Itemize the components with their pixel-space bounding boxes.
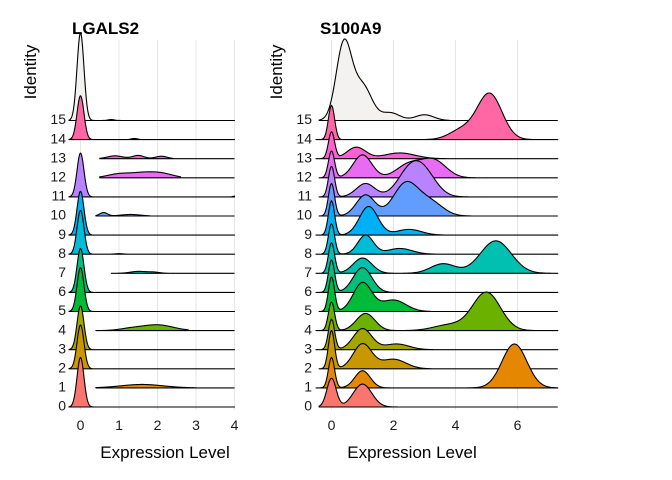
- ridge-8: [315, 223, 559, 255]
- y-tick-label: 10: [50, 207, 66, 223]
- y-tick-label: 0: [304, 398, 312, 414]
- ridge-8: [68, 209, 236, 255]
- y-tick-label: 15: [50, 111, 66, 127]
- ridge-3: [315, 318, 559, 351]
- ridge-4: [315, 291, 559, 332]
- ridge-10: [95, 211, 151, 217]
- ridge-1: [95, 383, 197, 389]
- y-tick-label: 14: [296, 130, 312, 146]
- y-tick-label: 6: [304, 283, 312, 299]
- y-tick-label: 7: [304, 264, 312, 280]
- y-tick-label: 4: [58, 321, 66, 337]
- x-axis-label: Expression Level: [347, 443, 476, 462]
- y-tick-label: 2: [304, 360, 312, 376]
- x-tick-label: 0: [77, 417, 85, 433]
- y-tick-label: 11: [297, 188, 312, 204]
- y-tick-label: 13: [50, 149, 66, 165]
- chart-title: LGALS2: [72, 19, 139, 38]
- ridge-13: [99, 154, 174, 160]
- y-tick-label: 9: [58, 226, 66, 242]
- ridge-5: [68, 267, 236, 313]
- ridge-7: [110, 270, 174, 274]
- ridge-15: [68, 32, 236, 122]
- chart-title: S100A9: [320, 19, 381, 38]
- y-tick-label: 2: [58, 360, 66, 376]
- x-tick-label: 4: [231, 417, 239, 433]
- x-tick-label: 2: [390, 417, 398, 433]
- x-tick-label: 6: [514, 417, 522, 433]
- y-tick-label: 9: [304, 226, 312, 242]
- y-tick-label: 5: [58, 302, 66, 318]
- y-tick-label: 7: [58, 264, 66, 280]
- y-tick-label: 0: [58, 398, 66, 414]
- ridge-14: [68, 95, 236, 141]
- y-tick-label: 3: [304, 340, 312, 356]
- y-tick-label: 12: [50, 169, 66, 185]
- ridge-7: [315, 240, 559, 274]
- y-tick-label: 12: [296, 169, 312, 185]
- y-tick-label: 15: [296, 111, 312, 127]
- ridge-1: [315, 343, 559, 389]
- ridge-3: [68, 305, 236, 351]
- y-tick-label: 8: [58, 245, 66, 261]
- ridge-0: [318, 377, 426, 408]
- y-tick-label: 14: [50, 130, 66, 146]
- ridge-12: [318, 150, 488, 179]
- ridge-15: [318, 38, 450, 122]
- y-tick-label: 4: [304, 321, 312, 337]
- ridge-0: [68, 356, 236, 408]
- y-tick-label: 5: [304, 302, 312, 318]
- x-tick-label: 0: [328, 417, 336, 433]
- ridge-6: [315, 259, 559, 293]
- x-tick-label: 3: [192, 417, 200, 433]
- ridge-9: [68, 190, 236, 236]
- y-axis-label: Identity: [21, 44, 40, 99]
- ridge-11: [318, 160, 488, 198]
- y-tick-label: 1: [58, 379, 66, 395]
- x-axis-label: Expression Level: [100, 443, 229, 462]
- ridge-2: [68, 324, 236, 370]
- ridge-5: [318, 276, 432, 313]
- ridge-9: [315, 200, 559, 236]
- ridge-12: [99, 171, 182, 179]
- ridge-10: [318, 180, 472, 217]
- y-tick-label: 1: [304, 379, 312, 395]
- y-axis-label: Identity: [267, 44, 286, 99]
- x-tick-label: 4: [452, 417, 460, 433]
- ridge-14: [315, 92, 559, 141]
- ridge-4: [95, 324, 189, 332]
- x-tick-label: 2: [154, 417, 162, 433]
- y-tick-label: 8: [304, 245, 312, 261]
- y-tick-label: 11: [51, 188, 66, 204]
- x-tick-label: 1: [115, 417, 123, 433]
- y-tick-label: 10: [296, 207, 312, 223]
- y-tick-label: 13: [296, 149, 312, 165]
- y-tick-label: 6: [58, 283, 66, 299]
- y-tick-label: 3: [58, 340, 66, 356]
- ridge-6: [68, 248, 236, 293]
- ridge-13: [315, 131, 559, 160]
- ridge-11: [68, 152, 236, 198]
